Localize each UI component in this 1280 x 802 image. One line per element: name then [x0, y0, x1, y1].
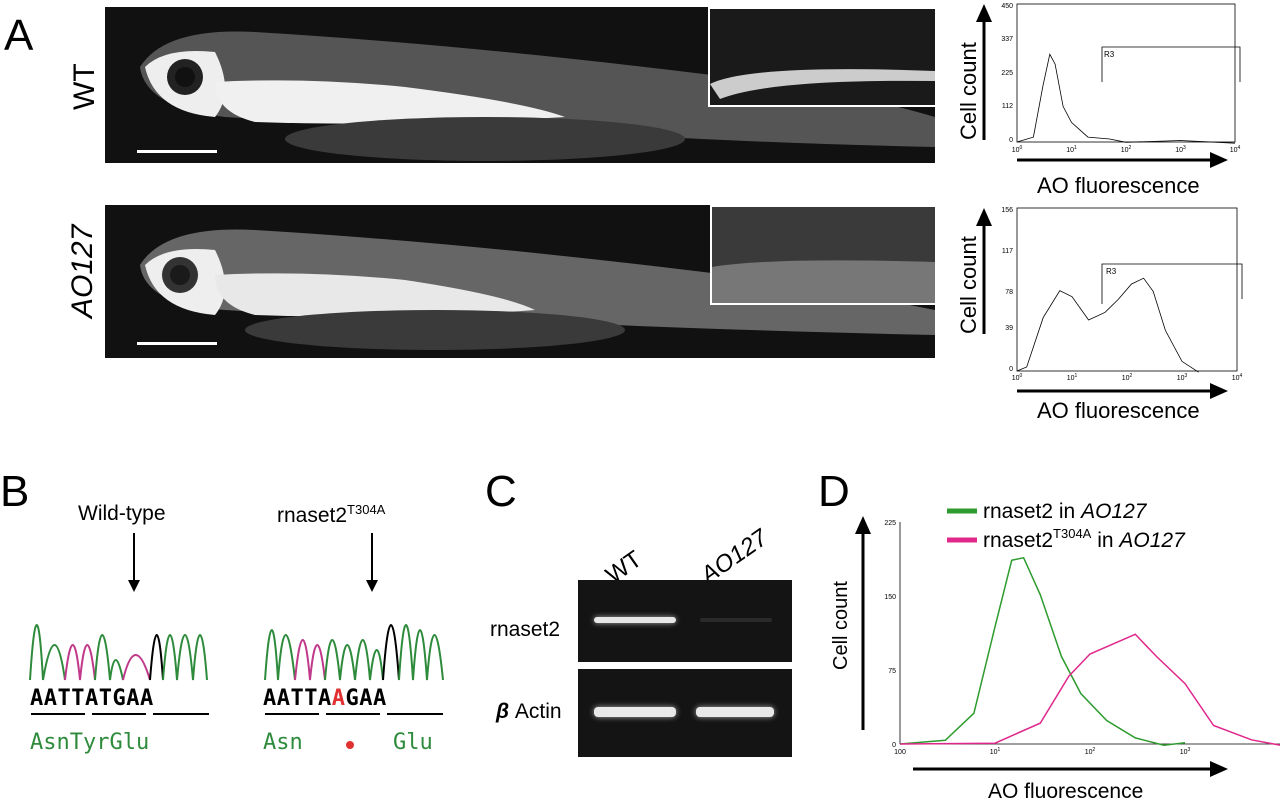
d-xtick-1: 101	[990, 747, 1001, 756]
wt-hist-xtick-3: 103	[1175, 145, 1186, 154]
band-ao127-rnaset2	[700, 618, 772, 622]
gel-actin	[578, 669, 792, 757]
d-ytick-0: 225	[884, 520, 896, 527]
ao-hist-ylabel: Cell count	[956, 236, 981, 334]
ao-hist-ytick-156: 156	[1001, 207, 1013, 214]
band-wt-actin	[594, 707, 676, 717]
d-xtick-3: 103	[1180, 747, 1191, 756]
wt-hist-ytick-337: 337	[1001, 36, 1013, 43]
mut-seq-label-text: rnaset2	[277, 504, 348, 527]
d-xtick-2: 102	[1085, 747, 1096, 756]
wt-hist-gate: R3	[1104, 50, 1115, 59]
wt-fish-drawing	[137, 31, 935, 161]
ao-hist-ytick-0: 0	[1009, 366, 1013, 373]
wt-hist-curve	[1016, 53, 1236, 144]
ao-hist-xtick-1: 101	[1067, 373, 1078, 382]
wt-hist-xtick-2: 102	[1121, 145, 1132, 154]
wt-aa-seq: AsnTyrGlu	[30, 730, 150, 755]
chromatograms	[29, 533, 444, 749]
mut-dna-seq-post: GAA	[345, 686, 387, 711]
mut-dna-seq-pre: AATTA	[263, 686, 332, 711]
gene-label-actin: β Actin	[496, 700, 562, 724]
ao-hist-ytick-39: 39	[1005, 325, 1013, 332]
panel-d-histogram: rnaset2 in AO127 rnaset2T304A in AO127 2…	[830, 500, 1280, 802]
wt-hist-ytick-112: 112	[1002, 103, 1013, 110]
band-ao127-actin	[696, 707, 774, 717]
wt-hist-xlabel: AO fluorescence	[1037, 173, 1200, 198]
ao127-histogram: 156 117 78 39 0 R3 100 101 102 103 104 Cell …	[956, 207, 1243, 423]
d-ylabel: Cell count	[830, 581, 852, 670]
wt-hist-ytick-225: 225	[1001, 70, 1013, 77]
mut-dna-seq-mutation: A	[331, 686, 346, 711]
legend2: rnaset2T304A in AO127	[983, 526, 1186, 552]
actin-beta-symbol: β	[496, 700, 510, 723]
ao127-inset-image	[710, 205, 937, 305]
panel-letter-d: D	[818, 467, 850, 516]
mut-seq-label-sup: T304A	[347, 502, 386, 517]
ao127-fish-drawing	[137, 229, 935, 350]
d-magenta-curve	[899, 633, 1280, 746]
mut-aa-a: Asn	[263, 730, 303, 755]
wt-hist-ytick-450: 450	[1001, 3, 1013, 10]
wt-hist-ylabel: Cell count	[956, 42, 981, 140]
row-label-wt: WT	[68, 63, 101, 110]
ao-hist-gate: R3	[1106, 267, 1117, 276]
wt-hist-xtick-1: 101	[1066, 145, 1077, 154]
gel-rnaset2	[578, 580, 792, 662]
ao-hist-xtick-0: 100	[1012, 373, 1023, 382]
ao-hist-xtick-3: 103	[1177, 373, 1188, 382]
wt-seq-label: Wild-type	[78, 502, 166, 525]
d-green-curve	[899, 556, 1186, 746]
band-wt-rnaset2	[594, 617, 676, 623]
wt-dna-seq: AATTATGAA	[30, 686, 154, 711]
ao-hist-curve	[1016, 277, 1199, 373]
panel-letter-a: A	[4, 11, 34, 60]
mut-seq-label: rnaset2T304A	[277, 502, 385, 528]
wt-histogram: 450 337 225 112 0 R3 100 101 102 103 104 Cel…	[956, 3, 1241, 198]
d-ytick-1: 150	[884, 594, 896, 601]
ao-hist-ytick-117: 117	[1002, 248, 1013, 255]
actin-label-text: Actin	[509, 700, 562, 723]
ao-hist-ytick-78: 78	[1005, 289, 1013, 296]
row-label-ao127: AO127	[66, 224, 99, 318]
d-xlabel: AO fluorescence	[988, 780, 1143, 802]
ao-hist-xtick-2: 102	[1122, 373, 1133, 382]
panel-letter-b: B	[0, 467, 30, 516]
d-xtick-0: 100	[894, 749, 906, 756]
gene-label-rnaset2: rnaset2	[490, 618, 561, 641]
d-ytick-3: 0	[892, 742, 896, 749]
ao-hist-xtick-4: 104	[1232, 373, 1243, 382]
ao-hist-xlabel: AO fluorescence	[1037, 398, 1200, 423]
mut-dna-seq: AATTAAGAA	[263, 686, 387, 711]
legend1: rnaset2 in AO127	[983, 500, 1148, 523]
wt-hist-xtick-0: 100	[1012, 145, 1023, 154]
d-ytick-2: 75	[888, 668, 896, 675]
wt-hist-xtick-4: 104	[1230, 145, 1241, 154]
panel-letter-c: C	[485, 467, 517, 516]
wt-hist-ytick-0: 0	[1009, 137, 1013, 144]
wt-inset-image	[708, 7, 937, 107]
mut-aa-b: Glu	[393, 730, 433, 755]
